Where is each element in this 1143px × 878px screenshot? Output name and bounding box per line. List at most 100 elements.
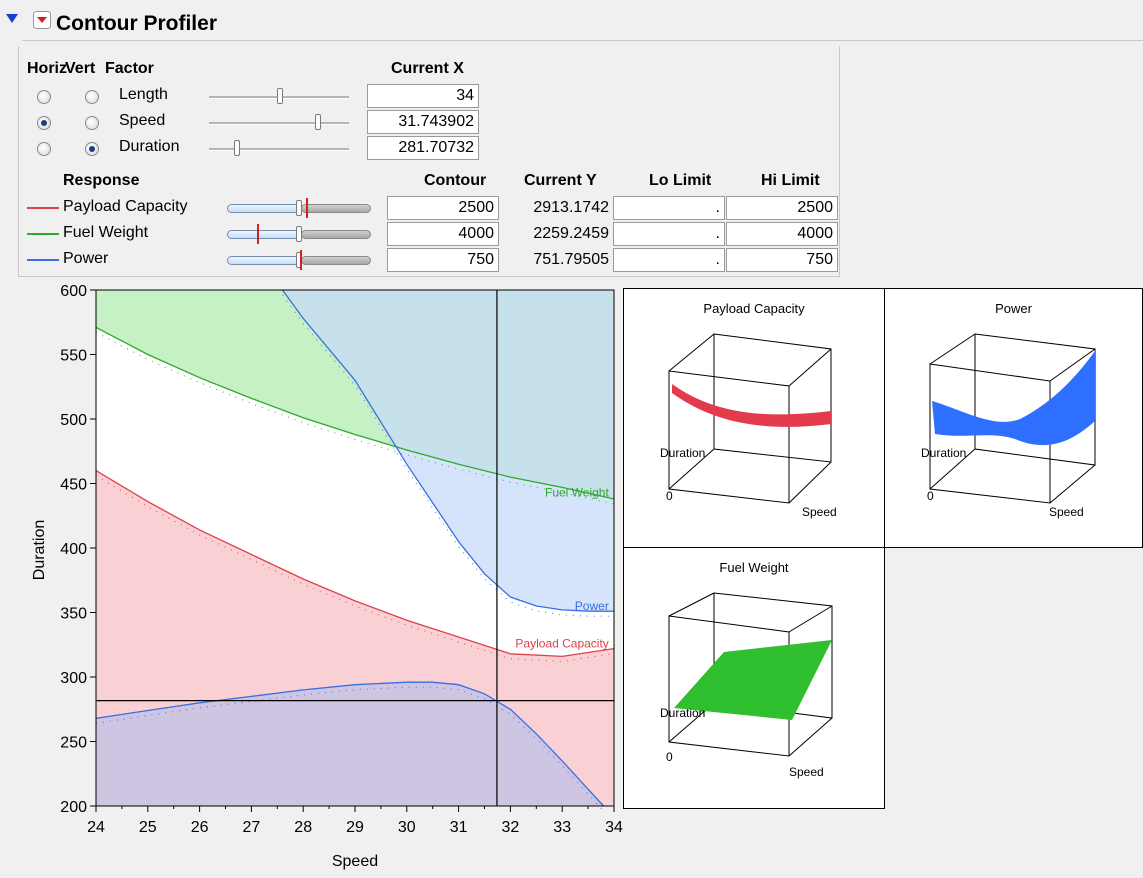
current-y-marker — [257, 224, 259, 244]
y-tick-label: 450 — [60, 477, 87, 494]
surface-zero: 0 — [666, 750, 673, 764]
response-label: Power — [63, 250, 109, 267]
surface-ylabel: Duration — [660, 706, 706, 720]
x-tick-label: 24 — [87, 819, 105, 836]
vert-radio[interactable] — [85, 90, 99, 104]
horiz-radio[interactable] — [37, 142, 51, 156]
contour-slider-track[interactable] — [301, 256, 371, 265]
contour-dots-0 — [95, 331, 615, 505]
factor-label: Duration — [119, 138, 180, 155]
header-current-y: Current Y — [524, 172, 597, 189]
x-tick-label: 25 — [139, 819, 157, 836]
header-factor: Factor — [105, 60, 154, 77]
contour-plot[interactable]: Fuel Weight Power Payload Capacity 24 25 26 2… — [18, 278, 623, 878]
x-tick-label: 29 — [346, 819, 364, 836]
x-tick-label: 28 — [294, 819, 312, 836]
x-tick-label: 27 — [243, 819, 261, 836]
header-vert: Vert — [65, 60, 96, 77]
surface-cube — [668, 333, 832, 504]
current-y-value: 751.79505 — [533, 251, 609, 268]
surface-zero: 0 — [666, 489, 673, 503]
surface-title: Fuel Weight — [719, 560, 789, 575]
current-x-input[interactable]: 34 — [367, 84, 479, 108]
current-x-input[interactable]: 281.70732 — [367, 136, 479, 160]
y-tick-label: 200 — [60, 799, 87, 816]
current-y-marker — [300, 250, 302, 270]
y-tick-label: 250 — [60, 735, 87, 752]
hi-limit-input[interactable]: 4000 — [726, 222, 838, 246]
header-contour: Contour — [424, 172, 487, 189]
contour-line-2 — [95, 470, 615, 658]
header-horiz: Horiz — [27, 60, 67, 77]
contour-dots-3 — [95, 686, 605, 812]
y-tick-label: 350 — [60, 606, 87, 623]
red-triangle-menu-icon[interactable] — [33, 11, 51, 29]
power-region — [282, 290, 614, 612]
y-tick-label: 400 — [60, 541, 87, 558]
contour-input[interactable]: 4000 — [387, 222, 499, 246]
surface-zero: 0 — [927, 489, 934, 503]
factor-label: Length — [119, 86, 168, 103]
response-label: Fuel Weight — [63, 224, 149, 241]
page-title: Contour Profiler — [56, 12, 217, 35]
factor-slider-thumb[interactable] — [315, 114, 321, 130]
contour-line-1 — [281, 289, 614, 612]
contour-label-1: Power — [575, 599, 609, 613]
response-row-power: Power 750 751.79505 . 750 — [19, 248, 839, 274]
contour-slider-track[interactable] — [301, 204, 371, 213]
current-y-value: 2913.1742 — [533, 199, 609, 216]
factor-label: Speed — [119, 112, 166, 129]
lo-limit-input[interactable]: . — [613, 222, 725, 246]
surface-plot-fuel[interactable]: Fuel Weight Duration 0 Speed — [623, 547, 885, 809]
y-tick-label: 300 — [60, 670, 87, 687]
contour-input[interactable]: 750 — [387, 248, 499, 272]
surface-cube — [668, 592, 833, 757]
vert-radio[interactable] — [85, 142, 99, 156]
surface-xlabel: Speed — [802, 505, 837, 519]
lo-limit-input[interactable]: . — [613, 196, 725, 220]
surface-plot-power[interactable]: Power Duration 0 Speed — [884, 288, 1143, 548]
power-lower-region — [96, 682, 604, 806]
y-tick-label: 550 — [60, 348, 87, 365]
surface-title: Power — [995, 301, 1032, 316]
surface-xlabel: Speed — [789, 765, 824, 779]
x-axis-label: Speed — [332, 853, 378, 870]
contour-label-2: Payload Capacity — [515, 636, 608, 650]
contour-input[interactable]: 2500 — [387, 196, 499, 220]
response-row-fuel: Fuel Weight 4000 2259.2459 . 4000 — [19, 222, 839, 248]
contour-slider-track[interactable] — [301, 230, 371, 239]
x-tick-label: 30 — [398, 819, 416, 836]
contour-range-left[interactable] — [227, 256, 301, 265]
factor-row-speed: Speed 31.743902 — [19, 110, 489, 136]
factor-slider-thumb[interactable] — [277, 88, 283, 104]
surface-xlabel: Speed — [1049, 505, 1084, 519]
contour-range-left[interactable] — [227, 204, 301, 213]
contour-slider-thumb[interactable] — [296, 200, 302, 216]
y-tick-label: 500 — [60, 412, 87, 429]
surface-cube — [929, 333, 1096, 504]
current-x-input[interactable]: 31.743902 — [367, 110, 479, 134]
response-row-payload: Payload Capacity 2500 2913.1742 . 2500 — [19, 196, 839, 222]
hi-limit-input[interactable]: 750 — [726, 248, 838, 272]
header-response: Response — [63, 172, 140, 189]
x-tick-label: 26 — [191, 819, 209, 836]
factor-slider-track[interactable] — [209, 122, 349, 125]
current-y-value: 2259.2459 — [533, 225, 609, 242]
title-bar: Contour Profiler — [0, 0, 1143, 42]
x-tick-label: 34 — [605, 819, 623, 836]
hi-limit-input[interactable]: 2500 — [726, 196, 838, 220]
header-current-x: Current X — [391, 60, 464, 77]
factor-slider-thumb[interactable] — [234, 140, 240, 156]
horiz-radio[interactable] — [37, 90, 51, 104]
contour-slider-thumb[interactable] — [296, 226, 302, 242]
vert-radio[interactable] — [85, 116, 99, 130]
factor-slider-track[interactable] — [209, 148, 349, 151]
contour-label-0: Fuel Weight — [545, 485, 609, 499]
contour-range-left[interactable] — [227, 230, 301, 239]
horiz-radio[interactable] — [37, 116, 51, 130]
surface-plot-payload[interactable]: Payload Capacity Duration 0 Speed — [623, 288, 885, 548]
disclosure-triangle-icon[interactable] — [6, 14, 18, 24]
header-lo-limit: Lo Limit — [649, 172, 712, 189]
lo-limit-input[interactable]: . — [613, 248, 725, 272]
response-label: Payload Capacity — [63, 198, 188, 215]
